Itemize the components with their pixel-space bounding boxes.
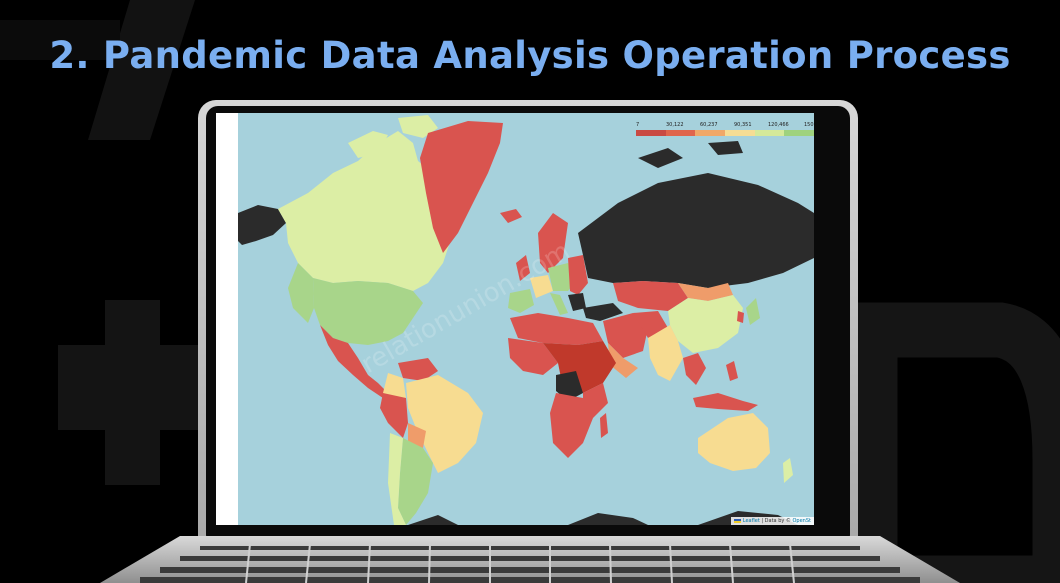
country-iberia: [508, 289, 534, 313]
country-se-asia: [683, 353, 706, 385]
country-brazil: [406, 375, 483, 473]
country-iran: [633, 311, 668, 338]
slide-title: 2. Pandemic Data Analysis Operation Proc…: [49, 34, 1011, 77]
country-congo: [556, 371, 583, 401]
country-bolivia: [408, 423, 426, 448]
legend-tick: 30,122: [666, 122, 684, 128]
country-central-africa: [543, 341, 616, 393]
country-peru: [380, 393, 408, 438]
map-legend: 7 30,122 60,237 90,351 120,466 150: [636, 122, 814, 138]
country-usa-west: [288, 263, 314, 323]
choropleth-map[interactable]: [238, 113, 814, 525]
country-australia: [698, 413, 770, 471]
legend-tick: 90,351: [734, 122, 752, 128]
attribution-separator: | Data by ©: [759, 518, 793, 524]
country-korea: [737, 311, 744, 323]
country-india: [648, 325, 683, 381]
country-mongolia: [678, 283, 733, 301]
country-mexico: [320, 325, 388, 398]
legend-tick: 7: [636, 122, 640, 128]
legend-tick: 120,466: [768, 122, 789, 128]
country-usa: [313, 278, 423, 345]
country-balkans: [568, 293, 586, 311]
country-middle-east: [603, 313, 648, 358]
data-source-link[interactable]: OpenSt: [792, 518, 812, 524]
country-turkey: [583, 303, 623, 321]
legend-ticks: 7 30,122 60,237 90,351 120,466 150: [636, 122, 814, 130]
country-eastern-europe: [568, 255, 588, 295]
country-russia-islands: [638, 141, 743, 168]
country-north-africa: [510, 313, 603, 345]
legend-tick: 60,237: [700, 122, 718, 128]
country-canada: [278, 131, 453, 291]
country-france: [530, 275, 553, 298]
country-east-africa: [583, 383, 608, 418]
country-scandinavia: [538, 213, 568, 273]
country-iceland: [500, 209, 522, 223]
country-philippines: [726, 361, 738, 381]
legend-segment: [665, 130, 696, 136]
country-venezuela: [398, 358, 438, 381]
legend-color-bar: [636, 130, 814, 136]
legend-segment: [636, 130, 666, 136]
country-chile: [388, 433, 406, 525]
country-kazakhstan: [613, 281, 688, 311]
country-arctic-islands: [348, 115, 438, 158]
country-italy: [550, 293, 568, 315]
country-southern-africa: [550, 393, 593, 458]
ukraine-flag-icon: [733, 518, 741, 523]
country-china: [668, 295, 743, 353]
country-west-africa: [508, 338, 558, 375]
country-greenland: [420, 121, 503, 253]
map-attribution: Leaflet | Data by © OpenSt: [730, 517, 814, 525]
laptop-keyboard-base: [100, 536, 960, 583]
country-indonesia: [693, 393, 758, 411]
legend-segment: [784, 130, 814, 136]
legend-tick: 150: [804, 122, 814, 128]
country-russia: [578, 173, 814, 288]
country-madagascar: [600, 413, 608, 438]
country-new-zealand: [783, 458, 793, 483]
legend-segment: [754, 130, 785, 136]
legend-segment: [695, 130, 726, 136]
country-uk: [516, 255, 530, 281]
country-japan: [746, 298, 760, 325]
world-map[interactable]: 7 30,122 60,237 90,351 120,466 150 relat…: [238, 113, 814, 525]
region-antarctica: [408, 511, 798, 525]
country-saudi: [608, 343, 638, 378]
laptop-screen: 7 30,122 60,237 90,351 120,466 150 relat…: [216, 113, 814, 525]
country-alaska: [238, 205, 286, 245]
legend-segment: [725, 130, 755, 136]
leaflet-link[interactable]: Leaflet: [742, 518, 760, 524]
country-argentina: [398, 438, 433, 525]
